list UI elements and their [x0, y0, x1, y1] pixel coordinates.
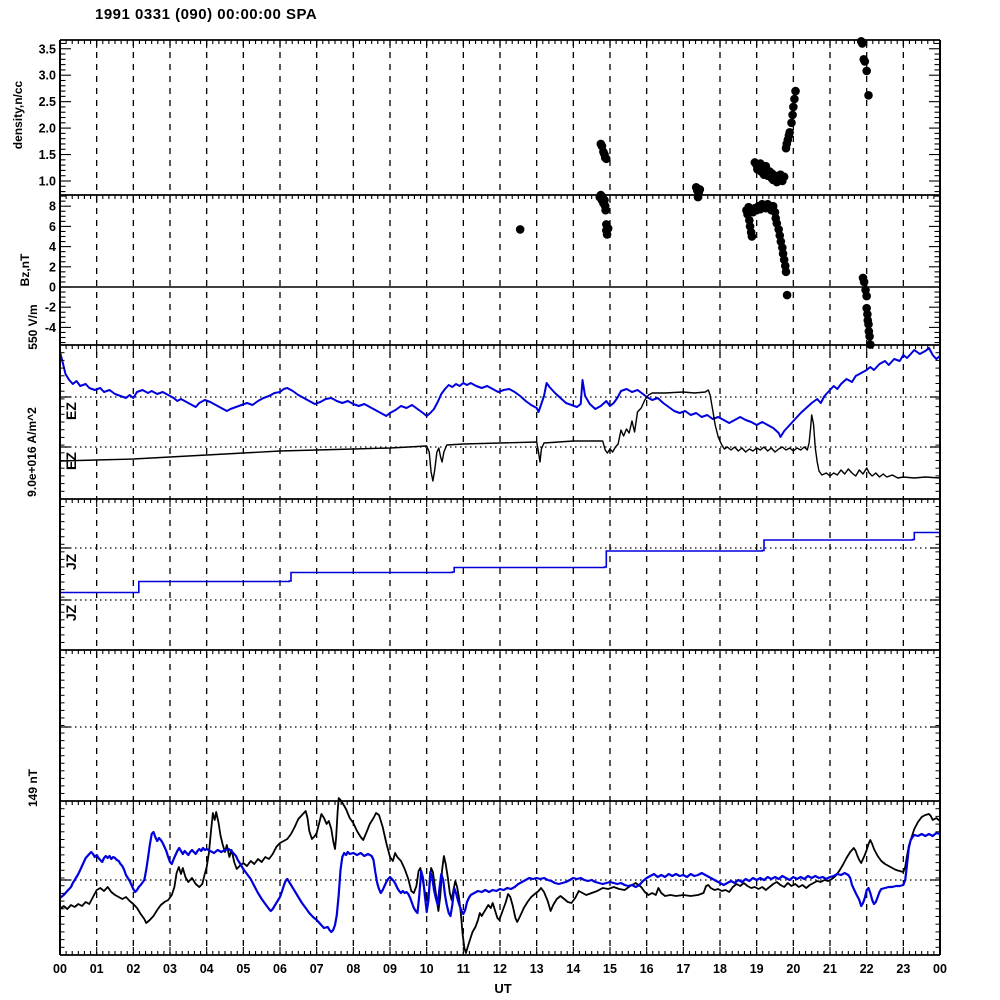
hour-label: 10 [420, 962, 434, 976]
hour-label: 12 [493, 962, 507, 976]
x-axis-label: UT [494, 981, 512, 996]
hour-label: 07 [310, 962, 324, 976]
hour-label: 19 [750, 962, 764, 976]
density-dot [862, 66, 871, 76]
H-black-trace [59, 797, 941, 954]
bz-tick-label: -2 [45, 301, 56, 315]
density-tick-label: 2.5 [39, 95, 56, 109]
density-dot [785, 128, 794, 137]
density-tick-label: 3.0 [39, 69, 56, 83]
hour-label: 17 [676, 962, 690, 976]
bz-tick-label: 4 [49, 240, 56, 254]
hour-label: 14 [566, 962, 580, 976]
density-tick-label: 3.5 [39, 42, 56, 56]
density-dot [791, 86, 800, 96]
bz-tick-label: 0 [49, 281, 56, 295]
bz-dot [782, 290, 792, 300]
density-tick-label: 1.5 [39, 148, 56, 162]
jz-black-trace-label: JZ [63, 604, 79, 622]
bz-dot [603, 224, 613, 233]
hour-label: 21 [823, 962, 837, 976]
density-dot [864, 91, 873, 100]
jz-blue-trace-label: JZ [63, 553, 79, 571]
mag-scale-label: 149 nT [26, 768, 40, 808]
density-dot [788, 110, 797, 120]
bz-dot [781, 267, 791, 277]
bz-tick-label: 6 [49, 220, 56, 234]
hour-label: 08 [346, 962, 360, 976]
H-blue-trace [58, 830, 942, 934]
ez-blue-trace-label: EZ [63, 402, 79, 420]
hour-label: 02 [126, 962, 140, 976]
hour-label: 05 [236, 962, 250, 976]
density-dot [790, 94, 799, 104]
bz-dot [865, 332, 874, 341]
density-dot [695, 185, 705, 194]
hour-label: 04 [200, 962, 214, 976]
density-dot [787, 118, 796, 128]
ez-scale-label: 550 V/m [26, 304, 40, 350]
hour-label: 20 [786, 962, 800, 976]
bz-axis-label: Bz,nT [18, 253, 32, 287]
bz-dot [859, 277, 869, 287]
hour-label: 23 [896, 962, 910, 976]
hour-label: 00 [53, 962, 67, 976]
bz-tick-label: 2 [49, 260, 56, 274]
bz-tick-label: 8 [49, 200, 56, 214]
ez-black-trace-label: EZ [63, 452, 79, 470]
density-dot [789, 102, 798, 112]
jz-scale-label: 9.0e+016 A/m^2 [25, 407, 39, 497]
hour-label: 00 [933, 962, 947, 976]
hour-label: 22 [860, 962, 874, 976]
hour-label: 13 [530, 962, 544, 976]
hour-label: 11 [457, 962, 470, 976]
bz-dot [601, 205, 610, 215]
hour-label: 09 [383, 962, 397, 976]
hour-label: 01 [90, 962, 104, 976]
hour-label: 15 [603, 962, 617, 976]
density-dot [779, 172, 789, 182]
hour-label: 03 [163, 962, 177, 976]
density-tick-label: 1.0 [39, 175, 56, 189]
density-dot [860, 57, 870, 66]
hour-label: 06 [273, 962, 287, 976]
bz-dot [515, 225, 525, 234]
bz-dot [747, 232, 757, 241]
density-tick-label: 2.0 [39, 122, 56, 136]
hour-label: 16 [640, 962, 654, 976]
EZ-blue-trace [59, 347, 941, 438]
JZ-blue-trace [60, 531, 940, 594]
EZ-black-trace [59, 389, 941, 482]
density-dot [602, 154, 611, 164]
bz-dot [862, 291, 871, 301]
density-axis-label: density,n/cc [11, 80, 25, 150]
hour-label: 18 [713, 962, 727, 976]
bz-dot [864, 320, 873, 329]
bz-tick-label: -4 [45, 321, 56, 335]
plot-title: 1991 0331 (090) 00:00:00 SPA [95, 6, 318, 23]
